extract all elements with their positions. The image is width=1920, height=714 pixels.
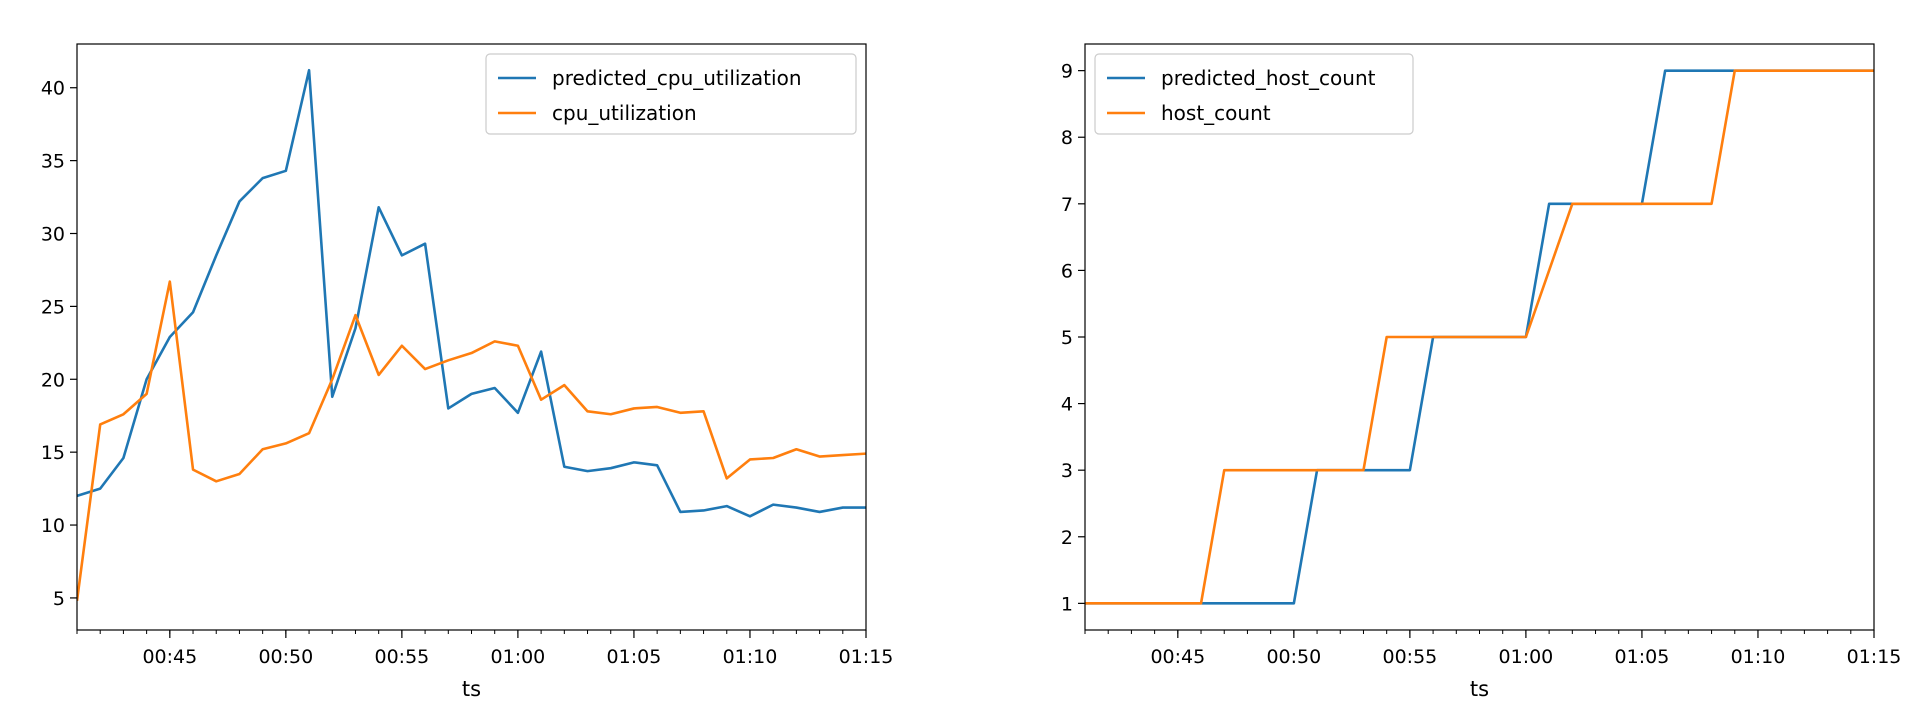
chart-2: 1 2 3 4 5 6 7 8 9 00:45 00:50 00:55 01:00 01:05 01:10 0… <box>1061 43 1902 701</box>
legend-label: predicted_host_count <box>1161 66 1376 90</box>
x-tick-label: 01:10 <box>723 646 778 668</box>
x-tick-label: 00:45 <box>1150 646 1205 668</box>
legend-label: cpu_utilization <box>552 101 697 125</box>
x-tick-label: 01:00 <box>1499 646 1554 668</box>
x-tick-label: 01:05 <box>1615 646 1670 668</box>
chart-1: 5 10 15 20 25 30 35 40 00:45 00:50 00:55 01:00 01:05… <box>41 43 894 701</box>
x-tick-label: 00:55 <box>374 646 429 668</box>
y-tick-label: 35 <box>41 151 65 173</box>
y-tick-label: 30 <box>41 224 65 246</box>
legend-label: predicted_cpu_utilization <box>552 66 802 90</box>
series-line-1 <box>77 68 866 518</box>
x-tick-label: 00:50 <box>258 646 313 668</box>
y-tick-label: 5 <box>53 588 65 610</box>
legend: predicted_cpu_utilization cpu_utilization <box>485 53 857 135</box>
x-tick-label: 00:45 <box>142 646 197 668</box>
y-tick-label: 8 <box>1061 127 1073 149</box>
x-axis-label: ts <box>1470 677 1489 701</box>
series-line-2 <box>1085 69 1874 605</box>
legend: predicted_host_count host_count <box>1094 53 1414 135</box>
y-tick-label: 25 <box>41 296 65 318</box>
y-tick-label: 1 <box>1061 593 1073 615</box>
x-tick-label: 01:15 <box>839 646 894 668</box>
legend-label: host_count <box>1161 101 1271 125</box>
y-tick-label: 3 <box>1061 460 1073 482</box>
y-tick-label: 20 <box>41 369 65 391</box>
x-tick-label: 00:50 <box>1266 646 1321 668</box>
x-tick-label: 01:00 <box>491 646 546 668</box>
y-tick-label: 4 <box>1061 394 1073 416</box>
x-tick-label: 01:15 <box>1847 646 1902 668</box>
x-tick-label: 01:10 <box>1731 646 1786 668</box>
series-line-2 <box>77 280 866 602</box>
y-tick-label: 10 <box>41 515 65 537</box>
y-tick-label: 2 <box>1061 527 1073 549</box>
legend-box <box>485 53 857 135</box>
y-tick-label: 7 <box>1061 194 1073 216</box>
x-tick-label: 01:05 <box>607 646 662 668</box>
y-tick-label: 9 <box>1061 61 1073 83</box>
y-tick-label: 6 <box>1061 260 1073 282</box>
y-tick-label: 5 <box>1061 327 1073 349</box>
x-axis-label: ts <box>462 677 481 701</box>
x-tick-label: 00:55 <box>1382 646 1437 668</box>
legend-box <box>1094 53 1414 135</box>
y-tick-label: 15 <box>41 442 65 464</box>
y-tick-label: 40 <box>41 78 65 100</box>
